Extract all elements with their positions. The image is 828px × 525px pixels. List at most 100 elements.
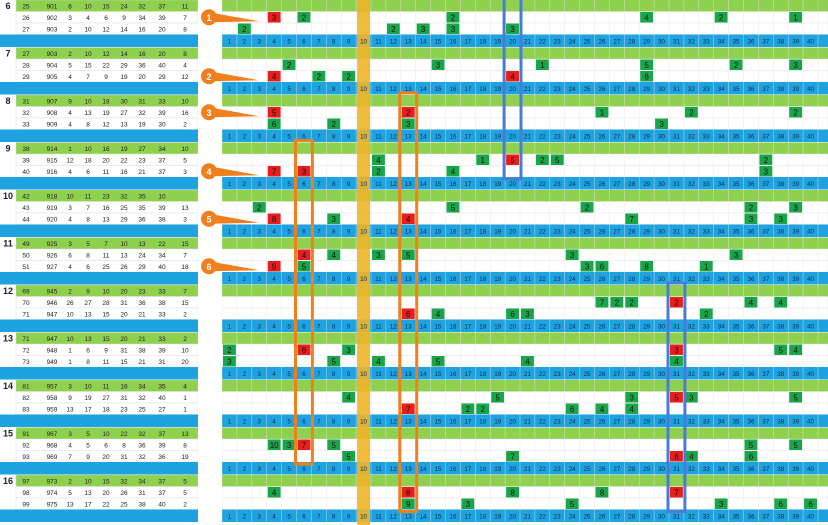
number-label: 35: [733, 371, 740, 378]
table-cell: 21: [138, 169, 146, 176]
mark-cell: [595, 403, 609, 414]
number-label: 36: [748, 324, 755, 331]
table-cell: 916: [47, 169, 58, 176]
number-label: 3: [258, 229, 262, 236]
table-cell: 3: [68, 205, 72, 212]
mark-cell: [789, 107, 803, 118]
mark-cell: [744, 297, 758, 308]
number-label: 5: [287, 134, 291, 141]
table-cell: 34: [158, 146, 166, 153]
number-label: 19: [494, 229, 501, 236]
number-label: 36: [748, 371, 755, 378]
table-cell: 8: [183, 443, 187, 450]
number-label: 10: [360, 229, 367, 236]
mark-cell: [580, 202, 594, 213]
number-label: 22: [539, 229, 546, 236]
mark-label: 4: [525, 358, 530, 367]
number-label: 1: [228, 39, 232, 46]
number-label: 27: [613, 371, 620, 378]
table-cell: 31: [138, 490, 146, 497]
number-label: 31: [673, 134, 680, 141]
number-label: 10: [360, 419, 367, 426]
mark-cell: [297, 261, 311, 272]
number-label: 39: [792, 86, 799, 93]
number-label: 39: [792, 371, 799, 378]
callout-badge: [201, 104, 217, 121]
number-label: 15: [435, 514, 442, 521]
mark-label: 6: [779, 500, 784, 509]
number-label: 29: [643, 39, 650, 46]
number-label: 32: [688, 276, 695, 283]
number-label: 5: [287, 229, 291, 236]
table-cell: 31: [120, 454, 128, 461]
mark-label: 2: [332, 120, 337, 129]
number-label: 20: [509, 134, 516, 141]
mark-cell: [640, 261, 654, 272]
number-label: 35: [733, 134, 740, 141]
table-cell: 92: [22, 443, 30, 450]
table-cell: 4: [68, 443, 72, 450]
table-cell: 40: [22, 169, 30, 176]
number-label: 38: [777, 86, 784, 93]
number-label: 8: [332, 86, 336, 93]
number-band: [222, 414, 828, 427]
table-cell: 19: [102, 110, 110, 117]
number-band: [222, 129, 828, 142]
mark-label: 2: [749, 204, 754, 213]
table-cell: 31: [22, 99, 30, 106]
number-label: 30: [658, 134, 665, 141]
table-cell: 24: [138, 253, 146, 260]
mark-cell: [506, 451, 519, 462]
table-cell: 33: [158, 336, 166, 343]
blue-highlight-box: [666, 281, 687, 513]
mark-cell: [401, 487, 415, 498]
number-label: 14: [420, 276, 427, 283]
table-cell: 34: [138, 384, 146, 391]
number-label: 34: [718, 419, 725, 426]
number-label: 32: [688, 134, 695, 141]
mark-cell: [327, 118, 341, 129]
number-label: 4: [272, 39, 276, 46]
number-label: 19: [494, 86, 501, 93]
mark-cell: [446, 166, 460, 177]
table-cell: 6: [104, 443, 108, 450]
number-label: 11: [375, 39, 382, 46]
number-label: 40: [807, 86, 814, 93]
table-cell: 4: [68, 169, 72, 176]
number-label: 9: [347, 514, 351, 521]
table-cell: 31: [120, 395, 128, 402]
number-label: 22: [539, 39, 546, 46]
number-label: 39: [792, 39, 799, 46]
number-label: 26: [599, 229, 606, 236]
number-label: 32: [688, 419, 695, 426]
number-label: 23: [554, 276, 561, 283]
table-cell: 6: [104, 15, 108, 22]
number-label: 3: [258, 466, 262, 473]
table-cell: 39: [22, 158, 30, 165]
number-label: 34: [718, 324, 725, 331]
number-label: 39: [792, 466, 799, 473]
table-cell: 13: [84, 490, 92, 497]
number-label: 17: [464, 276, 471, 283]
table-cell: 959: [47, 407, 58, 414]
table-cell: 2: [183, 502, 187, 509]
table-cell: 13: [181, 431, 189, 438]
number-label: 33: [703, 134, 710, 141]
number-label: 16: [450, 514, 457, 521]
table-cell: 947: [47, 312, 58, 319]
number-label: 10: [360, 39, 367, 46]
table-cell: 2: [183, 312, 187, 319]
table-cell: 20: [181, 359, 189, 366]
mark-cell: [759, 166, 773, 177]
mark-label: 3: [376, 251, 381, 260]
number-label: 1: [228, 276, 232, 283]
table-cell: 949: [47, 359, 58, 366]
table-cell: 975: [47, 502, 58, 509]
table-cell: 97: [22, 479, 30, 486]
number-label: 11: [375, 134, 382, 141]
mark-label: 7: [674, 489, 679, 498]
mark-label: 2: [793, 109, 798, 118]
table-cell: 31: [120, 348, 128, 355]
number-label: 20: [509, 229, 516, 236]
